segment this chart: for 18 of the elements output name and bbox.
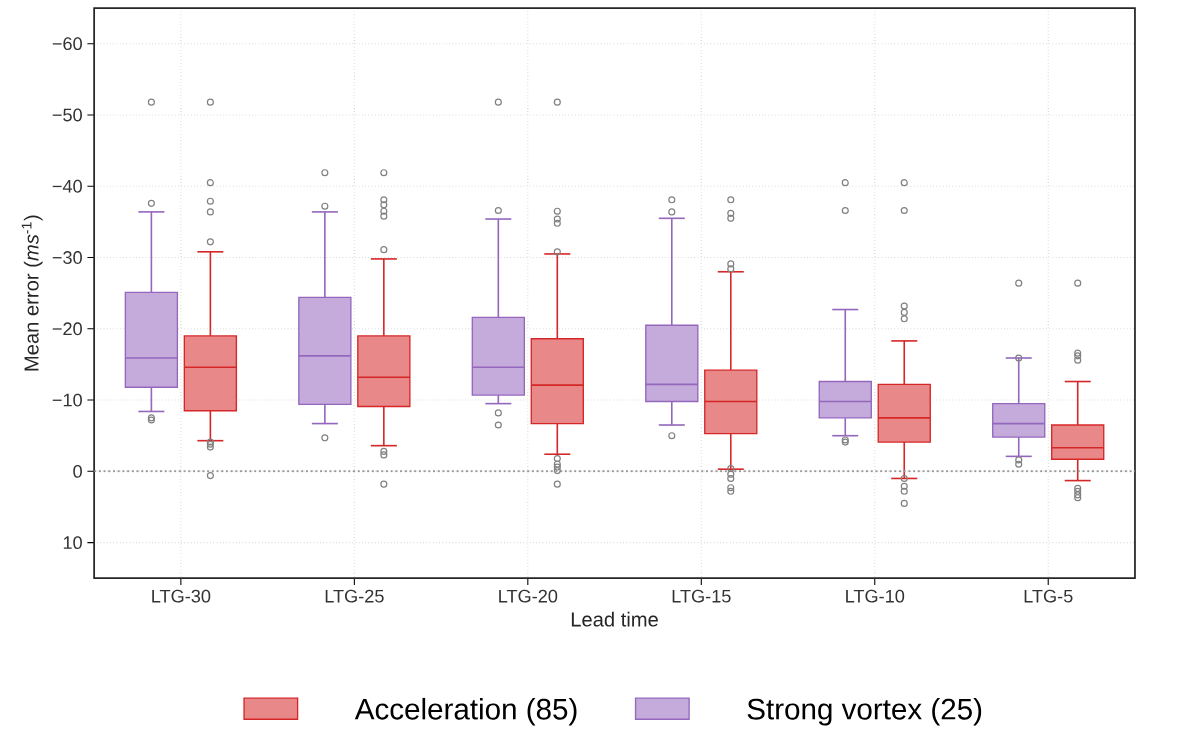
y-tick-label: 10 bbox=[63, 536, 82, 550]
y-tick-label: −60 bbox=[52, 37, 82, 51]
y-tick-label: −20 bbox=[52, 322, 82, 336]
x-tick-label: LTG-20 bbox=[499, 589, 558, 603]
x-tick-label: LTG-30 bbox=[152, 589, 211, 603]
legend-label: Strong vortex (25) bbox=[747, 697, 982, 726]
x-tick-label: LTG-10 bbox=[846, 589, 905, 603]
x-tick-label: LTG-25 bbox=[325, 589, 384, 603]
y-tick-label: −40 bbox=[52, 179, 82, 193]
y-tick-label: −10 bbox=[52, 393, 82, 407]
legend-label: Acceleration (85) bbox=[354, 697, 577, 726]
y-tick-label: −50 bbox=[52, 108, 82, 122]
y-tick-label: −30 bbox=[52, 251, 82, 264]
x-axis-title: Lead time bbox=[571, 611, 658, 627]
y-axis-title: Mean error (ms$^{-1}$) bbox=[21, 215, 43, 371]
y-tick-label: 0 bbox=[73, 464, 82, 478]
x-tick-label: LTG-5 bbox=[1024, 589, 1073, 603]
x-tick-label: LTG-15 bbox=[672, 589, 731, 603]
